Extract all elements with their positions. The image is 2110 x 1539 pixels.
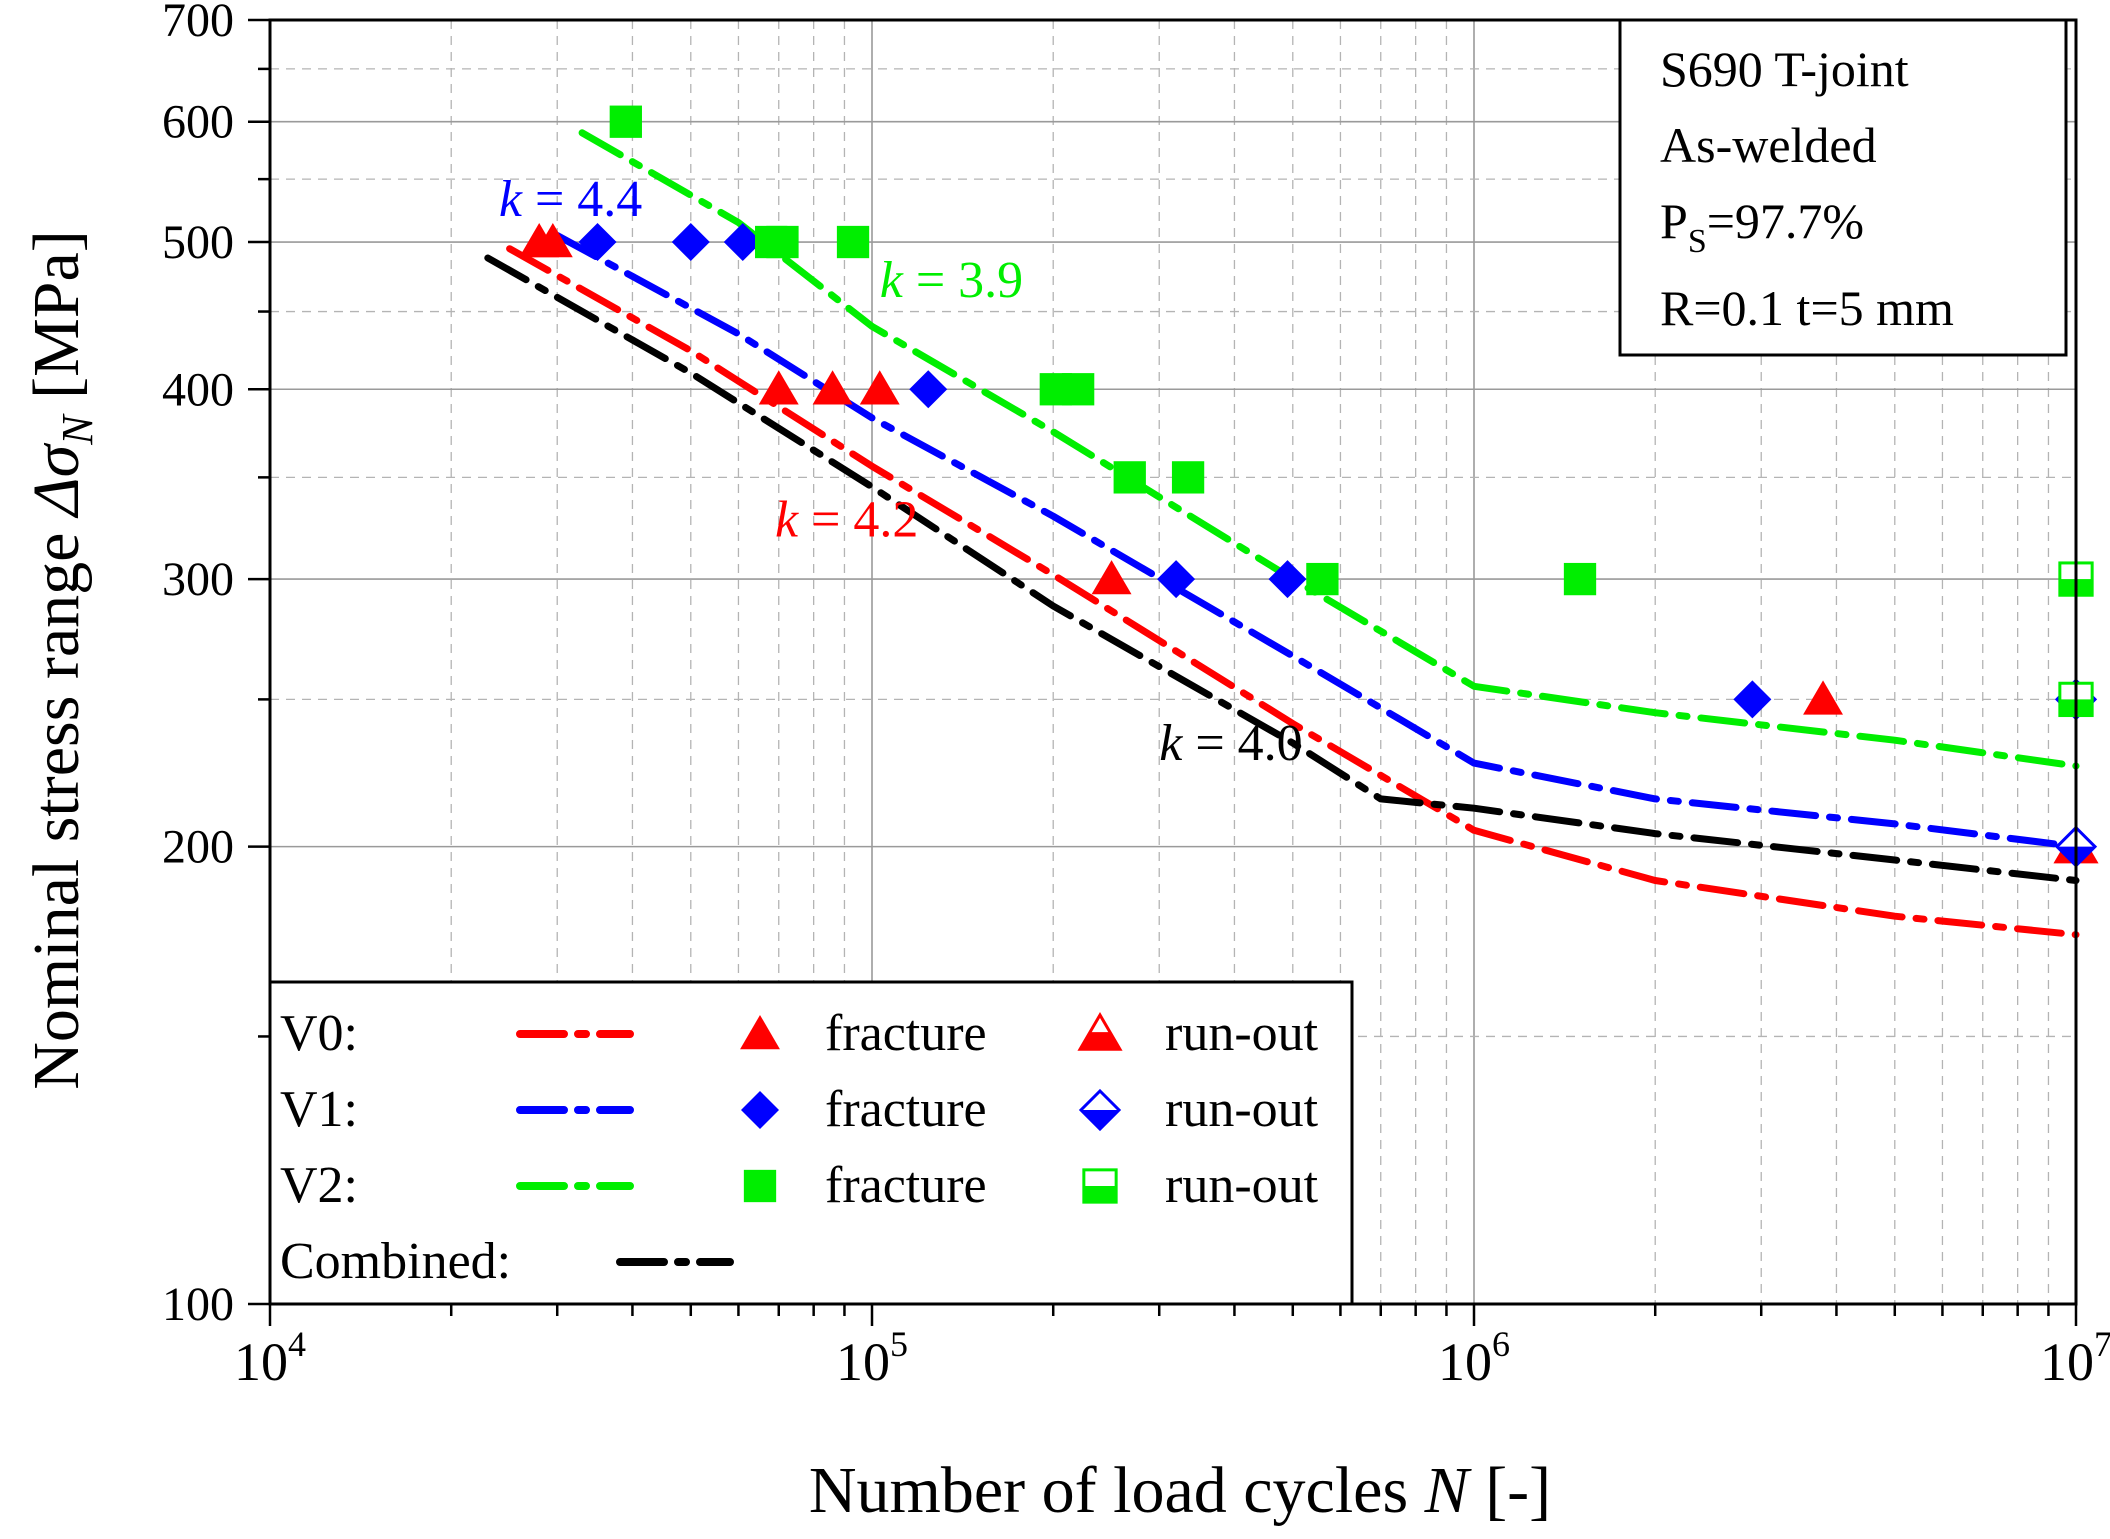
legend-label-v1: V1: — [280, 1081, 358, 1138]
info-box: S690 T-joint As-welded PS=97.7% R=0.1 t=… — [1618, 18, 2068, 357]
slope-annotations: k = 4.4 k = 3.9 k = 4.2 k = 4.0 — [499, 171, 1303, 772]
v2-fracture-point — [1306, 562, 1339, 596]
legend-fracture-marker-v0 — [740, 1015, 780, 1050]
info-box-line4: R=0.1 t=5 mm — [1660, 280, 1954, 336]
slope-label: k = 3.9 — [880, 252, 1023, 309]
v0-fracture-point — [532, 223, 573, 258]
curve-combined — [484, 254, 2080, 884]
v2-fracture-point — [1061, 373, 1095, 406]
x-tick-label: 105 — [836, 1324, 908, 1392]
x-tick-label: 106 — [1438, 1324, 1510, 1392]
info-box-line1: S690 T-joint — [1660, 41, 1909, 97]
slope-label: k = 4.4 — [499, 171, 642, 228]
slope-label: k = 4.0 — [1159, 715, 1302, 772]
y-tick-label: 300 — [162, 553, 234, 606]
y-tick-label: 400 — [162, 363, 234, 416]
curve-v0 — [506, 245, 2080, 939]
legend-runout-marker-v2-fill — [1083, 1186, 1117, 1203]
v1-fracture-point — [1268, 560, 1307, 599]
v1-fracture-point — [671, 223, 710, 262]
x-axis-label: Number of load cycles N [-] — [809, 1454, 1551, 1527]
v1-fracture-point — [1733, 680, 1772, 719]
v0-fracture-point — [1803, 680, 1843, 715]
legend: V0: fracture run-out V1: fracture run-out V2: f… — [268, 980, 1354, 1306]
legend-fracture-label: fracture — [825, 1005, 987, 1062]
info-box-line3: PS=97.7% — [1660, 193, 1864, 260]
v1-fracture-point — [909, 370, 948, 409]
legend-runout-label: run-out — [1165, 1081, 1319, 1138]
legend-fracture-label: fracture — [825, 1157, 987, 1214]
x-tick-label: 107 — [2040, 1324, 2110, 1392]
y-tick-label: 100 — [162, 1278, 234, 1331]
legend-label-combined: Combined: — [280, 1233, 511, 1290]
x-tick-label: 104 — [234, 1324, 306, 1392]
y-axis-label: Nominal stress range ΔσN [MPa] — [20, 230, 102, 1090]
legend-runout-label: run-out — [1165, 1157, 1319, 1214]
v0-fracture-point — [859, 370, 900, 405]
v2-fracture-point — [1563, 562, 1597, 596]
v2-fracture-point — [1113, 461, 1146, 494]
v1-fracture-point — [1157, 560, 1196, 599]
slope-label: k = 4.2 — [775, 492, 918, 549]
legend-fracture-marker-v2 — [743, 1169, 777, 1203]
v2-fracture-point — [1171, 461, 1205, 494]
info-box-line2: As-welded — [1660, 117, 1877, 173]
legend-label-v2: V2: — [280, 1157, 358, 1214]
v1-fracture-point — [723, 223, 762, 262]
v0-fracture-point — [812, 370, 853, 405]
v2-fracture-point — [766, 225, 799, 259]
y-tick-label: 200 — [162, 821, 234, 874]
legend-runout-marker-v0-fill — [1080, 1032, 1120, 1050]
v2-fracture-point — [609, 105, 642, 138]
info-box-frame — [1618, 18, 2068, 357]
v0-fracture-point — [758, 370, 799, 405]
legend-runout-marker-v1-fill — [1081, 1110, 1119, 1129]
y-tick-label: 700 — [162, 0, 234, 47]
legend-runout-label: run-out — [1165, 1005, 1319, 1062]
v0-fracture-point — [1091, 560, 1132, 595]
legend-fracture-label: fracture — [825, 1081, 987, 1138]
axis-ticks: 104 105 106 107 100 200 300 400 500 600 700 — [162, 0, 2110, 1392]
v1-fracture-point — [578, 223, 617, 262]
legend-label-v0: V0: — [280, 1005, 358, 1062]
curve-v1 — [553, 232, 2080, 851]
y-tick-label: 500 — [162, 216, 234, 269]
y-tick-label: 600 — [162, 96, 234, 149]
legend-fracture-marker-v1 — [741, 1091, 779, 1129]
v2-fracture-point — [836, 225, 870, 259]
legend-frame — [268, 980, 1354, 1306]
